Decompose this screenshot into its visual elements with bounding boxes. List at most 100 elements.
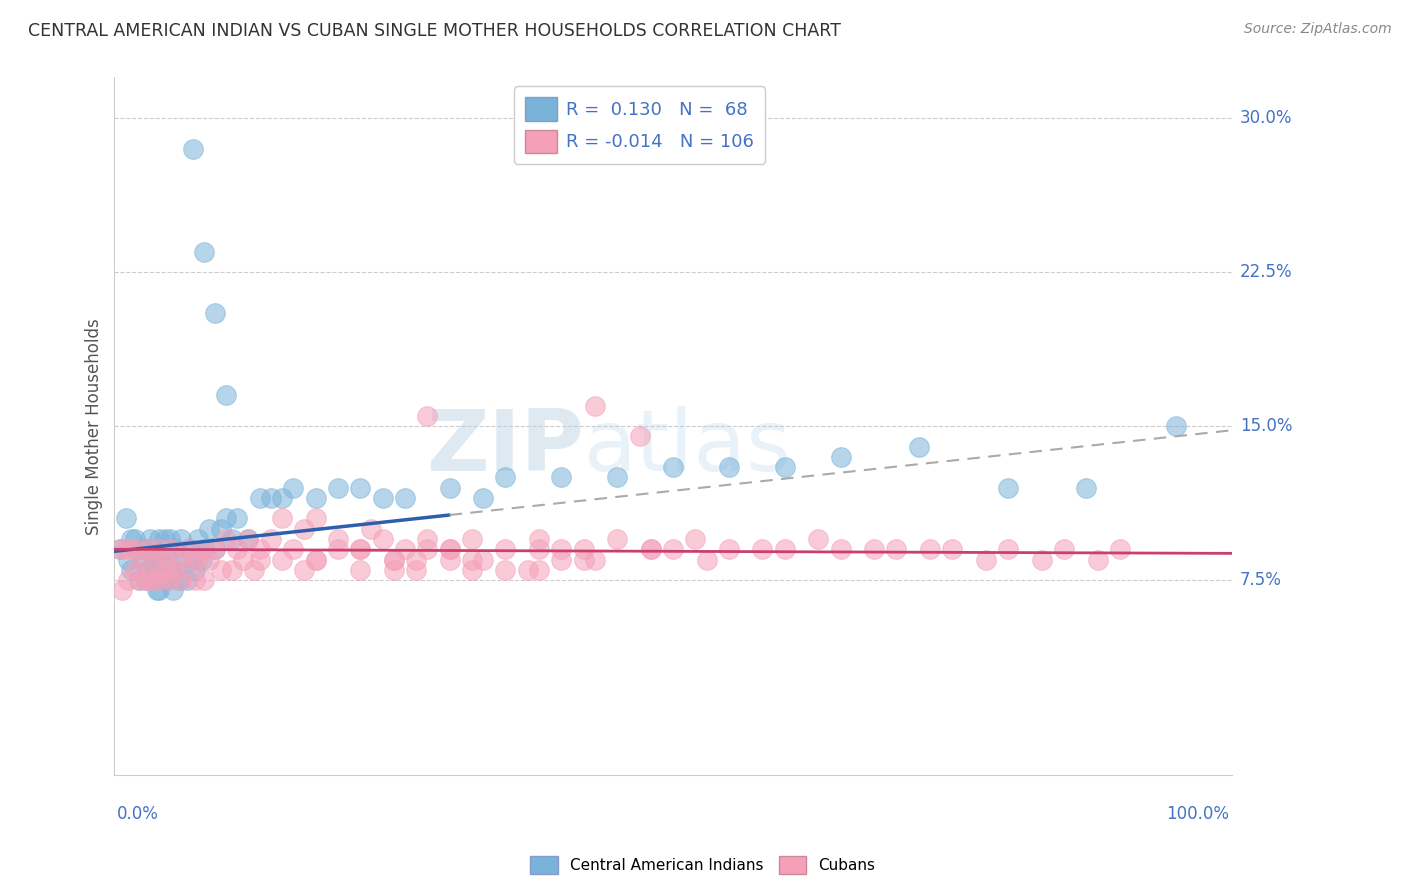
Point [190, 552, 212, 566]
Point [131, 542, 153, 557]
Point [997, 542, 1019, 557]
Point [662, 460, 685, 475]
Point [416, 532, 439, 546]
Point [221, 532, 243, 546]
Point [271, 552, 294, 566]
Point [260, 491, 283, 505]
Point [150, 573, 173, 587]
Text: 7.5%: 7.5% [1240, 571, 1282, 589]
Point [249, 491, 271, 505]
Legend: Central American Indians, Cubans: Central American Indians, Cubans [524, 850, 882, 880]
Point [150, 552, 173, 566]
Point [260, 532, 283, 546]
Point [170, 532, 193, 546]
Point [416, 409, 439, 423]
Point [382, 552, 405, 566]
Point [1076, 481, 1098, 495]
Point [165, 563, 187, 577]
Point [120, 563, 142, 577]
Point [394, 542, 416, 557]
Text: 30.0%: 30.0% [1240, 110, 1292, 128]
Point [997, 481, 1019, 495]
Text: 0.0%: 0.0% [117, 805, 159, 823]
Text: 100.0%: 100.0% [1166, 805, 1229, 823]
Point [153, 552, 176, 566]
Point [157, 563, 180, 577]
Point [128, 573, 150, 587]
Point [162, 583, 184, 598]
Point [136, 563, 159, 577]
Point [349, 542, 371, 557]
Point [1087, 552, 1109, 566]
Point [640, 542, 662, 557]
Point [209, 522, 232, 536]
Legend: R =  0.130   N =  68, R = -0.014   N = 106: R = 0.130 N = 68, R = -0.014 N = 106 [515, 87, 765, 163]
Point [292, 522, 315, 536]
Point [181, 142, 204, 156]
Point [125, 542, 148, 557]
Point [204, 542, 226, 557]
Point [209, 563, 232, 577]
Point [176, 573, 198, 587]
Point [136, 573, 159, 587]
Point [886, 542, 908, 557]
Point [181, 552, 204, 566]
Point [472, 552, 495, 566]
Point [696, 552, 718, 566]
Point [662, 542, 685, 557]
Point [139, 532, 162, 546]
Point [114, 511, 136, 525]
Point [572, 542, 595, 557]
Text: atlas: atlas [583, 406, 792, 489]
Point [550, 542, 572, 557]
Point [326, 542, 349, 557]
Text: Source: ZipAtlas.com: Source: ZipAtlas.com [1244, 22, 1392, 37]
Point [153, 573, 176, 587]
Point [572, 552, 595, 566]
Point [170, 552, 193, 566]
Point [326, 481, 349, 495]
Y-axis label: Single Mother Households: Single Mother Households [86, 318, 103, 534]
Point [583, 552, 606, 566]
Point [167, 573, 190, 587]
Point [349, 481, 371, 495]
Point [685, 532, 707, 546]
Point [111, 583, 134, 598]
Point [148, 542, 170, 557]
Point [204, 542, 226, 557]
Point [226, 511, 249, 525]
Point [181, 552, 204, 566]
Point [326, 532, 349, 546]
Point [120, 542, 142, 557]
Point [382, 563, 405, 577]
Point [304, 511, 326, 525]
Point [439, 481, 461, 495]
Point [461, 532, 484, 546]
Point [640, 542, 662, 557]
Point [159, 532, 181, 546]
Point [371, 491, 394, 505]
Point [371, 532, 394, 546]
Point [382, 552, 405, 566]
Point [165, 563, 187, 577]
Point [114, 542, 136, 557]
Point [128, 573, 150, 587]
Point [606, 532, 628, 546]
Point [193, 542, 215, 557]
Point [184, 573, 207, 587]
Point [243, 563, 266, 577]
Point [304, 552, 326, 566]
Point [830, 542, 852, 557]
Point [136, 542, 159, 557]
Point [807, 532, 830, 546]
Point [120, 532, 142, 546]
Point [142, 552, 165, 566]
Point [179, 542, 201, 557]
Point [148, 563, 170, 577]
Point [148, 552, 170, 566]
Point [1109, 542, 1132, 557]
Point [527, 542, 550, 557]
Point [215, 388, 238, 402]
Point [198, 552, 221, 566]
Point [461, 563, 484, 577]
